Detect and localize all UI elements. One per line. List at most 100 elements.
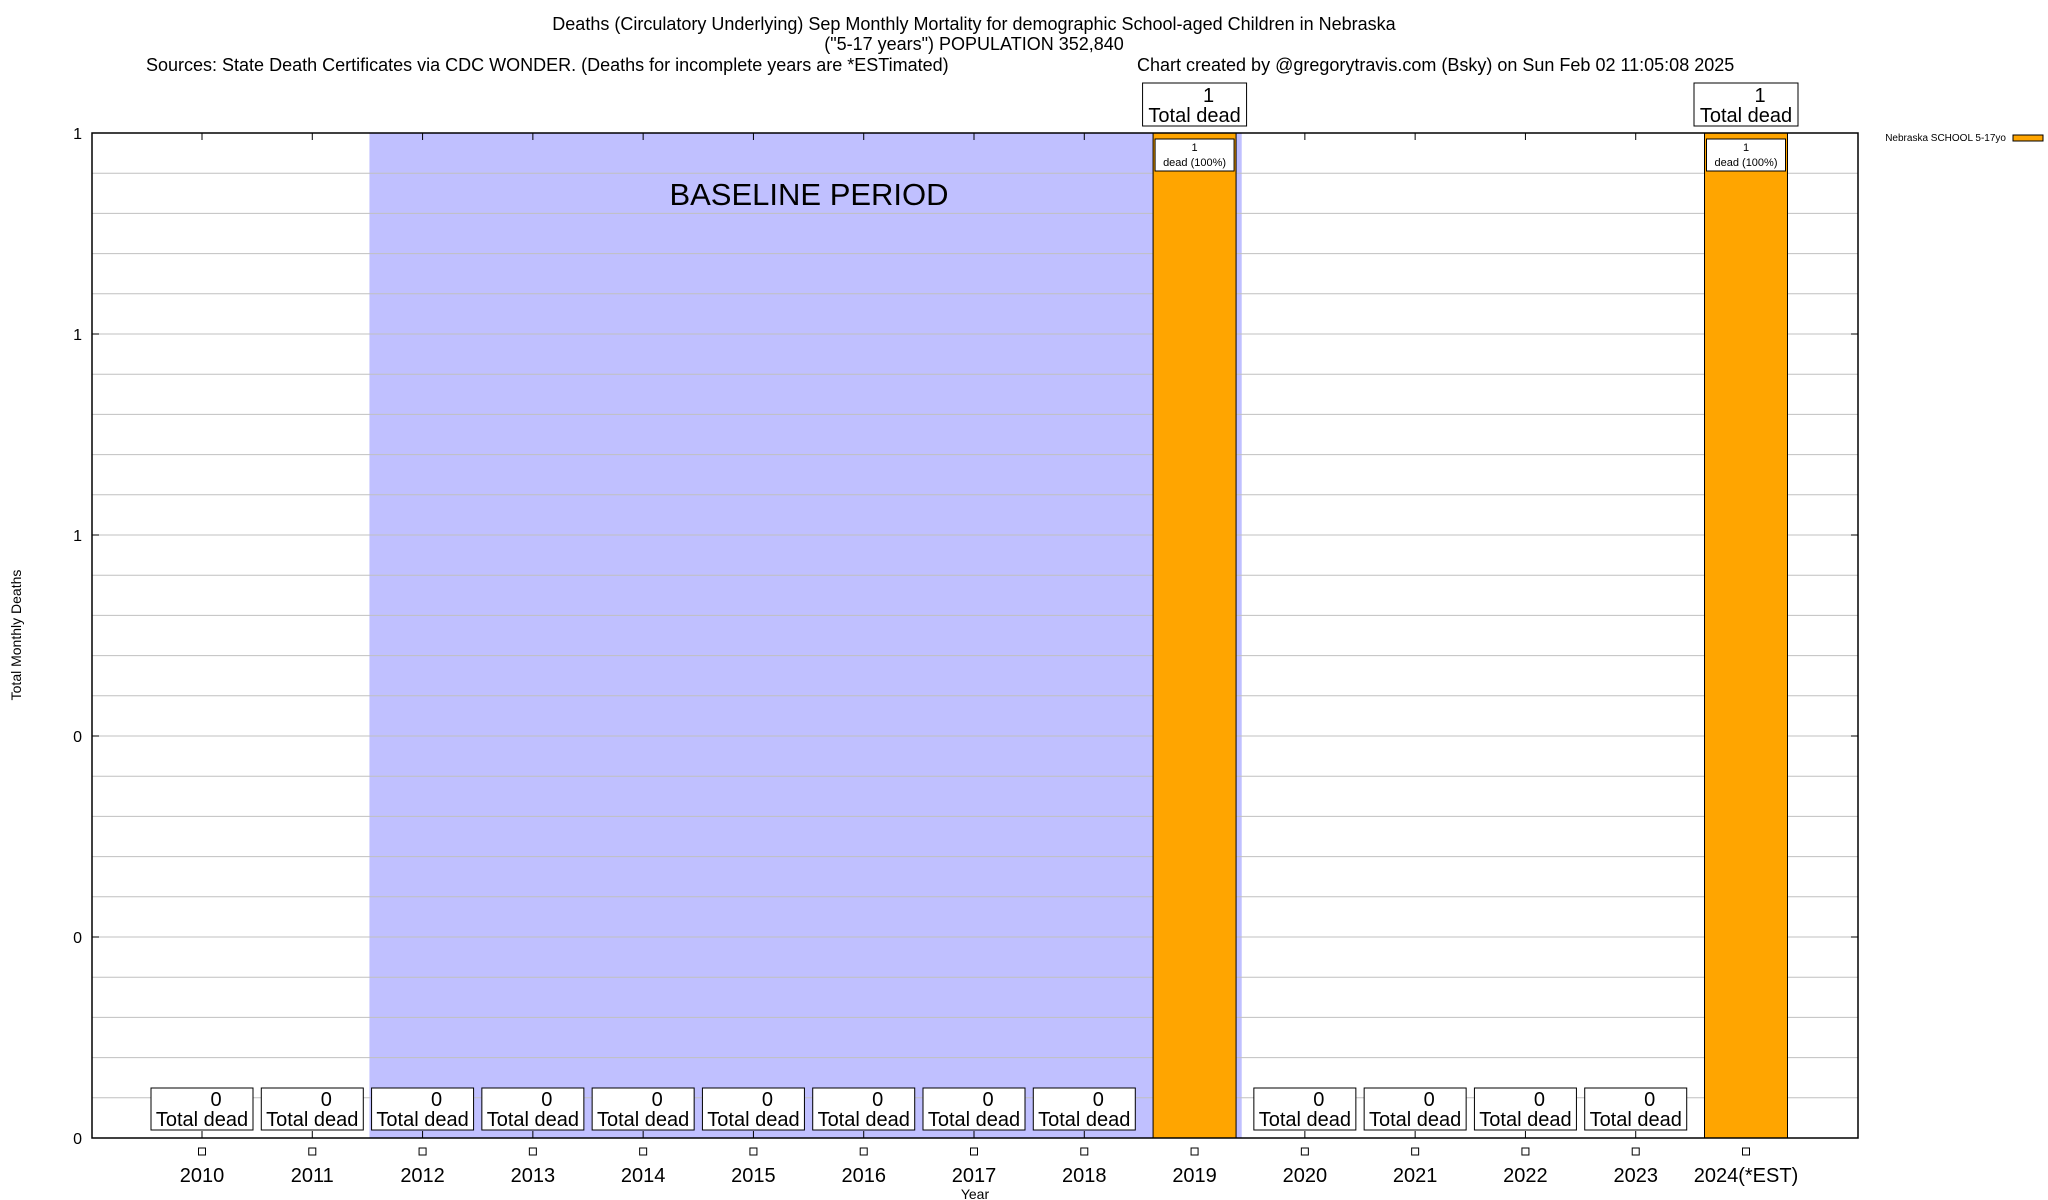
x-marker-square bbox=[1190, 1147, 1199, 1156]
total-label-box bbox=[1584, 1087, 1688, 1131]
total-label-value: 0 bbox=[982, 1089, 993, 1111]
total-label-value: 1 bbox=[1203, 85, 1214, 107]
total-label-text: Total dead bbox=[1369, 1109, 1461, 1131]
x-tick-label: 2021 bbox=[1393, 1165, 1438, 1187]
y-axis-label: Total Monthly Deaths bbox=[8, 570, 24, 701]
x-tick-label: 2014 bbox=[621, 1165, 666, 1187]
x-tick-label: 2013 bbox=[511, 1165, 556, 1187]
total-label-value: 0 bbox=[1644, 1089, 1655, 1111]
total-label-text: Total dead bbox=[597, 1109, 689, 1131]
x-marker-square bbox=[198, 1147, 206, 1156]
total-label-box bbox=[591, 1087, 695, 1131]
total-label-box bbox=[922, 1087, 1026, 1131]
total-label-box bbox=[1473, 1087, 1577, 1131]
x-tick-label: 2012 bbox=[400, 1165, 445, 1187]
x-tick-label: 2024(*EST) bbox=[1694, 1165, 1799, 1187]
bar bbox=[1704, 132, 1788, 1139]
plot-border bbox=[91, 132, 1859, 1139]
x-tick-label: 2020 bbox=[1283, 1165, 1328, 1187]
total-label-box bbox=[1032, 1087, 1136, 1131]
total-label-value: 0 bbox=[210, 1089, 221, 1111]
x-marker-square bbox=[1742, 1147, 1750, 1156]
baseline-annotation: BASELINE PERIOD bbox=[669, 177, 948, 212]
total-label-box bbox=[371, 1087, 475, 1131]
total-label-value: 0 bbox=[872, 1089, 883, 1111]
total-label-text: Total dead bbox=[818, 1109, 910, 1131]
bar bbox=[1152, 132, 1237, 1139]
total-label-box bbox=[260, 1087, 364, 1131]
chart-title-line2: ("5-17 years") POPULATION 352,840 bbox=[824, 34, 1124, 54]
total-label-text: Total dead bbox=[1700, 105, 1792, 127]
total-label-value: 0 bbox=[762, 1089, 773, 1111]
x-marker-square bbox=[639, 1147, 648, 1156]
total-label-box bbox=[481, 1087, 585, 1131]
total-label-value: 0 bbox=[431, 1089, 442, 1111]
bar-inner-label-text: dead (100%) bbox=[1163, 157, 1226, 169]
x-marker-square bbox=[418, 1147, 427, 1156]
total-label-box bbox=[701, 1087, 805, 1131]
bar-inner-label-value: 1 bbox=[1743, 142, 1749, 154]
total-label-text: Total dead bbox=[1590, 1109, 1682, 1131]
x-tick-label: 2022 bbox=[1503, 1165, 1548, 1187]
total-label-box bbox=[1363, 1087, 1467, 1131]
total-label-value: 0 bbox=[652, 1089, 663, 1111]
total-label-value: 0 bbox=[541, 1089, 552, 1111]
y-tick-label: 1 bbox=[73, 126, 82, 143]
total-label-text: Total dead bbox=[1259, 1109, 1351, 1131]
total-label-box bbox=[1253, 1087, 1357, 1131]
bar-inner-label-text: dead (100%) bbox=[1715, 157, 1778, 169]
x-axis-label: Year bbox=[961, 1186, 990, 1200]
bar-inner-label-box bbox=[1706, 138, 1786, 172]
x-marker-square bbox=[1080, 1147, 1089, 1156]
total-label-box bbox=[150, 1087, 254, 1131]
total-label-text: Total dead bbox=[487, 1109, 579, 1131]
x-marker-square bbox=[528, 1147, 537, 1156]
y-tick-label: 0 bbox=[73, 729, 82, 746]
baseline-period-region bbox=[369, 133, 1242, 1138]
chart-sources: Sources: State Death Certificates via CD… bbox=[146, 55, 949, 75]
x-marker-square bbox=[859, 1147, 868, 1156]
x-marker-square bbox=[970, 1147, 978, 1156]
total-label-text: Total dead bbox=[1038, 1109, 1130, 1131]
total-label-value: 0 bbox=[1424, 1089, 1435, 1111]
x-tick-label: 2015 bbox=[731, 1165, 776, 1187]
y-tick-label: 0 bbox=[73, 1131, 82, 1148]
chart-credit: Chart created by @gregorytravis.com (Bsk… bbox=[1137, 55, 1734, 75]
total-label-value: 0 bbox=[1313, 1089, 1324, 1111]
total-label-text: Total dead bbox=[1148, 105, 1240, 127]
bar-inner-label-box bbox=[1154, 138, 1235, 172]
total-label-text: Total dead bbox=[707, 1109, 799, 1131]
x-marker-square bbox=[1631, 1147, 1640, 1156]
legend-label: Nebraska SCHOOL 5-17yo bbox=[1885, 133, 2006, 144]
bar-inner-label-value: 1 bbox=[1192, 142, 1198, 154]
y-tick-label: 0 bbox=[73, 930, 82, 947]
x-marker-square bbox=[1411, 1147, 1420, 1156]
total-label-box bbox=[1693, 82, 1799, 127]
total-label-value: 0 bbox=[321, 1089, 332, 1111]
total-label-text: Total dead bbox=[1479, 1109, 1571, 1131]
x-marker-square bbox=[308, 1147, 317, 1156]
x-tick-label: 2010 bbox=[180, 1165, 225, 1187]
total-label-text: Total dead bbox=[928, 1109, 1020, 1131]
x-tick-label: 2011 bbox=[291, 1165, 334, 1187]
x-marker-square bbox=[1300, 1147, 1309, 1156]
total-label-text: Total dead bbox=[376, 1109, 468, 1131]
y-tick-label: 1 bbox=[73, 327, 82, 344]
y-tick-label: 1 bbox=[73, 528, 82, 545]
x-tick-label: 2018 bbox=[1062, 1165, 1107, 1187]
total-label-text: Total dead bbox=[266, 1109, 358, 1131]
total-label-value: 0 bbox=[1534, 1089, 1545, 1111]
total-label-box bbox=[812, 1087, 916, 1131]
total-label-value: 1 bbox=[1754, 85, 1765, 107]
x-marker-square bbox=[1521, 1147, 1530, 1156]
total-label-box bbox=[1142, 82, 1248, 127]
total-label-text: Total dead bbox=[156, 1109, 248, 1131]
x-tick-label: 2017 bbox=[952, 1165, 997, 1187]
legend-swatch bbox=[2012, 134, 2044, 142]
chart-title-line1: Deaths (Circulatory Underlying) Sep Mont… bbox=[552, 14, 1396, 34]
x-tick-label: 2019 bbox=[1172, 1165, 1217, 1187]
total-label-value: 0 bbox=[1093, 1089, 1104, 1111]
x-marker-square bbox=[749, 1147, 758, 1156]
x-tick-label: 2023 bbox=[1613, 1165, 1658, 1187]
